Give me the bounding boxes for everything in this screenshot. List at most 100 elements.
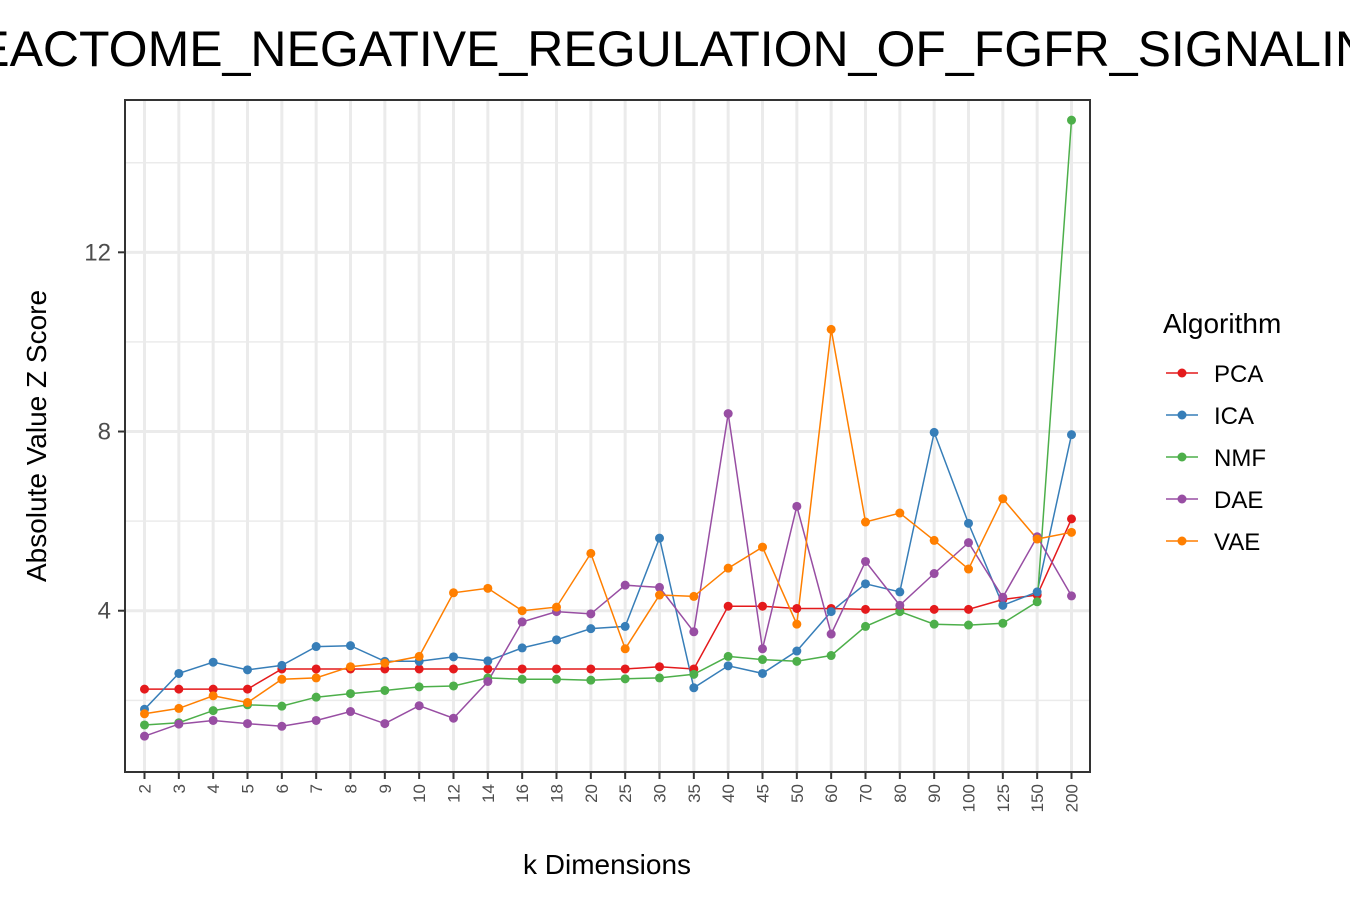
data-point-pca bbox=[620, 664, 630, 674]
x-tick-label: 18 bbox=[548, 784, 567, 803]
data-point-vae bbox=[208, 691, 218, 701]
data-point-vae bbox=[483, 583, 493, 593]
x-tick-label: 14 bbox=[479, 784, 498, 803]
data-point-nmf bbox=[414, 682, 424, 692]
x-tick-label: 9 bbox=[376, 784, 395, 793]
x-tick-label: 45 bbox=[754, 784, 773, 803]
data-point-vae bbox=[1067, 527, 1076, 537]
data-point-vae bbox=[311, 673, 321, 683]
data-point-dae bbox=[655, 582, 664, 592]
data-point-nmf bbox=[346, 689, 355, 699]
series-line-ica bbox=[143, 429, 1073, 710]
x-tick-label: 12 bbox=[445, 784, 464, 803]
data-point-vae bbox=[346, 662, 355, 672]
data-point-ica bbox=[861, 579, 870, 589]
data-point-ica bbox=[311, 642, 321, 652]
x-tick-label: 125 bbox=[994, 784, 1013, 812]
x-tick-label: 40 bbox=[719, 784, 738, 803]
data-point-dae bbox=[208, 715, 218, 725]
data-point-ica bbox=[1067, 430, 1076, 440]
y-axis-title: Absolute Value Z Score bbox=[21, 290, 52, 582]
data-point-dae bbox=[174, 719, 184, 729]
x-tick-label: 7 bbox=[307, 784, 326, 793]
data-point-ica bbox=[517, 643, 527, 653]
data-point-ica bbox=[758, 668, 767, 678]
data-point-ica bbox=[655, 533, 664, 543]
x-tick-label: 25 bbox=[616, 784, 635, 803]
data-point-vae bbox=[655, 590, 664, 600]
data-point-vae bbox=[861, 517, 870, 527]
data-point-pca bbox=[140, 684, 149, 694]
legend-label-nmf: NMF bbox=[1214, 445, 1266, 472]
x-tick-label: 30 bbox=[651, 784, 670, 803]
data-point-pca bbox=[483, 664, 493, 674]
data-point-vae bbox=[552, 602, 561, 612]
data-point-dae bbox=[895, 600, 905, 610]
data-point-vae bbox=[1032, 534, 1042, 544]
x-tick-label: 70 bbox=[857, 784, 876, 803]
legend-key-point bbox=[1177, 452, 1187, 462]
data-point-pca bbox=[861, 604, 870, 614]
data-point-ica bbox=[243, 665, 252, 675]
data-point-dae bbox=[140, 731, 149, 741]
data-point-nmf bbox=[140, 720, 149, 730]
data-point-nmf bbox=[380, 685, 390, 695]
x-tick-label: 8 bbox=[342, 784, 361, 793]
x-tick-label: 6 bbox=[273, 784, 292, 793]
x-axis-title: k Dimensions bbox=[523, 849, 691, 880]
data-point-ica bbox=[552, 635, 561, 645]
data-point-nmf bbox=[826, 651, 836, 661]
data-point-pca bbox=[792, 603, 802, 613]
data-point-vae bbox=[964, 564, 973, 574]
data-point-dae bbox=[1067, 591, 1076, 601]
data-point-vae bbox=[929, 535, 939, 545]
data-point-nmf bbox=[620, 674, 630, 684]
data-point-vae bbox=[414, 651, 424, 661]
data-point-nmf bbox=[998, 618, 1008, 628]
data-point-nmf bbox=[792, 656, 802, 666]
data-point-vae bbox=[723, 563, 733, 573]
x-tick-label: 100 bbox=[960, 784, 979, 812]
data-point-nmf bbox=[929, 619, 939, 629]
legend-key-point bbox=[1177, 494, 1187, 504]
data-point-ica bbox=[346, 641, 355, 651]
data-point-vae bbox=[826, 324, 836, 334]
data-point-nmf bbox=[277, 701, 287, 711]
data-point-ica bbox=[174, 668, 184, 678]
data-point-pca bbox=[929, 604, 939, 614]
data-point-dae bbox=[449, 713, 458, 723]
y-tick-label: 8 bbox=[98, 419, 111, 446]
data-point-nmf bbox=[311, 692, 321, 702]
data-point-ica bbox=[586, 624, 596, 634]
data-point-ica bbox=[792, 646, 802, 656]
data-point-ica bbox=[208, 657, 218, 667]
chart-title: REACTOME_NEGATIVE_REGULATION_OF_FGFR_SIG… bbox=[0, 21, 1350, 77]
data-point-ica bbox=[826, 607, 836, 617]
data-point-ica bbox=[998, 600, 1008, 610]
data-point-pca bbox=[586, 664, 596, 674]
x-tick-label: 5 bbox=[239, 784, 258, 793]
data-point-pca bbox=[243, 684, 252, 694]
data-point-dae bbox=[689, 627, 699, 637]
series-line-pca bbox=[144, 518, 1073, 690]
x-tick-label: 2 bbox=[136, 784, 155, 793]
data-point-dae bbox=[346, 707, 355, 717]
data-point-nmf bbox=[758, 655, 767, 665]
plot-border bbox=[124, 99, 1091, 773]
data-point-vae bbox=[140, 709, 149, 719]
data-point-dae bbox=[998, 592, 1008, 602]
data-point-vae bbox=[586, 548, 596, 558]
data-point-nmf bbox=[517, 674, 527, 684]
data-point-nmf bbox=[689, 669, 699, 679]
data-point-vae bbox=[895, 508, 905, 518]
data-point-ica bbox=[964, 518, 973, 528]
data-point-vae bbox=[792, 619, 802, 629]
data-point-dae bbox=[964, 538, 973, 548]
legend-key-point bbox=[1177, 368, 1187, 378]
data-point-vae bbox=[689, 591, 699, 601]
data-point-dae bbox=[826, 629, 836, 639]
data-point-nmf bbox=[861, 621, 870, 631]
data-point-dae bbox=[929, 569, 939, 579]
data-point-dae bbox=[620, 580, 630, 590]
data-point-vae bbox=[517, 606, 527, 616]
